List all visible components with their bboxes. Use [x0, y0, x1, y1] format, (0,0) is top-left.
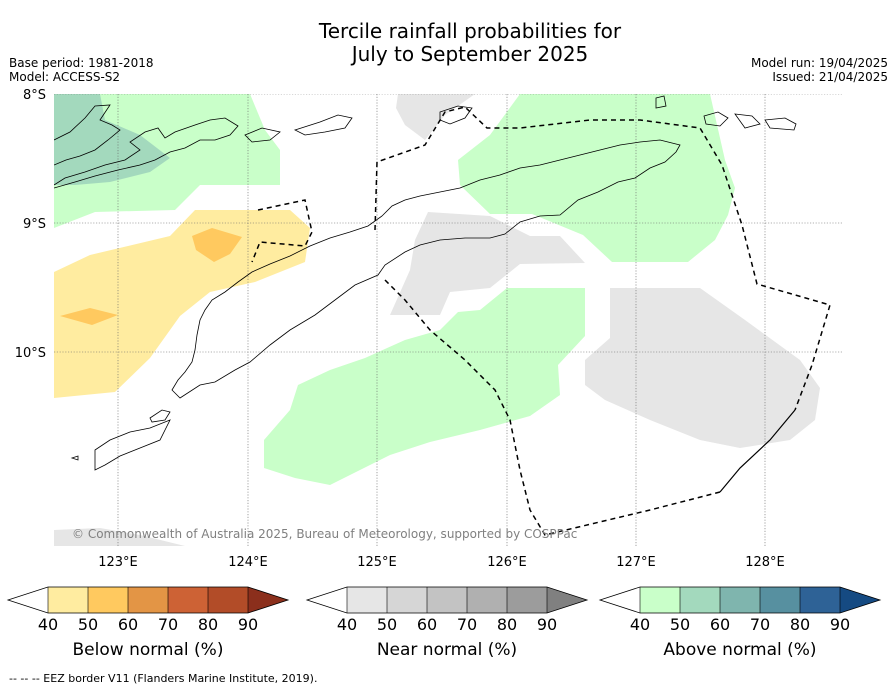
lat-label-8s: 8°S	[23, 88, 46, 103]
colorbars	[6, 586, 882, 614]
colorbar-near-segment	[507, 587, 547, 613]
eez-boundary	[251, 106, 831, 536]
lembata-coastline	[244, 127, 281, 143]
above-normal-40-50-region	[264, 288, 585, 485]
rote-coastline	[149, 409, 171, 423]
lon-label-126e: 126°E	[487, 555, 527, 570]
colorbar-above-tick: 60	[709, 615, 731, 634]
colorbar-above-segment	[720, 587, 760, 613]
near-normal-40-50-region	[390, 212, 585, 315]
island-coastline	[764, 117, 797, 131]
colorbar-below-tick: 80	[197, 615, 219, 634]
colorbar-above-tick: 80	[789, 615, 811, 634]
lon-label-124e: 124°E	[228, 555, 268, 570]
colorbar-near-tick: 90	[536, 615, 558, 634]
colorbar-above-tick: 70	[749, 615, 771, 634]
lat-label-9s: 9°S	[23, 217, 46, 232]
colorbar-near-low-extend	[307, 587, 347, 613]
above-normal-50-60-region	[54, 94, 170, 185]
lon-label-128e: 128°E	[745, 555, 785, 570]
lon-label-123e: 123°E	[98, 555, 138, 570]
colorbar-above-segment	[760, 587, 800, 613]
colorbar-below-segment	[168, 587, 208, 613]
title-line-2: July to September 2025	[351, 42, 589, 66]
colorbar-above-tick: 40	[629, 615, 651, 634]
colorbar-above-segment	[640, 587, 680, 613]
colorbar-below-segment	[88, 587, 128, 613]
colorbar-below-high-extend	[248, 587, 288, 613]
map-title: Tercile rainfall probabilities for July …	[0, 20, 896, 66]
colorbar-below-tick: 60	[117, 615, 139, 634]
below-normal-50-60-patch	[192, 228, 242, 262]
colorbar-near-segment	[427, 587, 467, 613]
colorbar-below-segment	[208, 587, 248, 613]
colorbar-above-high-extend	[840, 587, 880, 613]
model-name: Model: ACCESS-S2	[9, 70, 121, 84]
colorbar-above-tick: 90	[829, 615, 851, 634]
issued-date: Issued: 21/04/2025	[772, 70, 888, 84]
eez-border-solid	[719, 409, 796, 493]
roti-coastline	[94, 419, 171, 471]
base-period: Base period: 1981-2018	[9, 56, 154, 70]
colorbar-below-low-extend	[8, 587, 48, 613]
coastlines	[54, 95, 797, 471]
colorbar-label-above: Above normal (%)	[663, 640, 817, 660]
near-normal-40-50-region	[585, 288, 820, 448]
colorbar-below-segment	[48, 587, 88, 613]
copyright-notice: © Commonwealth of Australia 2025, Bureau…	[72, 527, 577, 541]
below-normal-50-60-patch	[60, 308, 118, 325]
colorbar-below-segment	[128, 587, 168, 613]
lat-label-10s: 10°S	[15, 346, 46, 361]
lon-label-127e: 127°E	[616, 555, 656, 570]
colorbar-near-segment	[347, 587, 387, 613]
island-coastline	[734, 113, 761, 129]
colorbar-near-tick: 60	[416, 615, 438, 634]
colorbar-above-low-extend	[600, 587, 640, 613]
timor-coastline	[171, 139, 681, 399]
island-coastline	[655, 95, 667, 109]
colorbar-above-segment	[800, 587, 840, 613]
colorbar-below-tick: 40	[37, 615, 59, 634]
colorbar-near-segment	[467, 587, 507, 613]
colorbar-near-tick: 80	[496, 615, 518, 634]
above-normal-40-50-region	[458, 94, 735, 262]
colorbar-near-tick: 40	[336, 615, 358, 634]
colorbar-above-segment	[680, 587, 720, 613]
colorbar-label-near: Near normal (%)	[376, 640, 518, 660]
meta-right: Model run: 19/04/2025 Issued: 21/04/2025	[751, 56, 888, 84]
lon-label-125e: 125°E	[357, 555, 397, 570]
near-normal-40-50-region	[396, 94, 475, 140]
colorbar-below-tick: 70	[157, 615, 179, 634]
colorbar-below-tick: 50	[77, 615, 99, 634]
alor-coastline	[293, 114, 353, 136]
colorbar-near-tick: 50	[376, 615, 398, 634]
colorbar-above-tick: 50	[669, 615, 691, 634]
colorbar-label-below: Below normal (%)	[72, 640, 224, 660]
island-coastline	[703, 111, 729, 127]
colorbar-below-tick: 90	[237, 615, 259, 634]
meta-left: Base period: 1981-2018 Model: ACCESS-S2	[9, 56, 154, 84]
islet-coastline	[70, 455, 79, 461]
colorbar-near-tick: 70	[456, 615, 478, 634]
near-normal-40-50-region	[54, 528, 185, 546]
model-run: Model run: 19/04/2025	[750, 56, 888, 70]
flores-coastline	[54, 117, 239, 189]
colorbar-near-segment	[387, 587, 427, 613]
eez-footnote: -- -- -- EEZ border V11 (Flanders Marine…	[9, 672, 318, 685]
flores-coastline	[54, 104, 121, 166]
title-line-1: Tercile rainfall probabilities for	[318, 19, 622, 43]
colorbar-near-high-extend	[547, 587, 587, 613]
